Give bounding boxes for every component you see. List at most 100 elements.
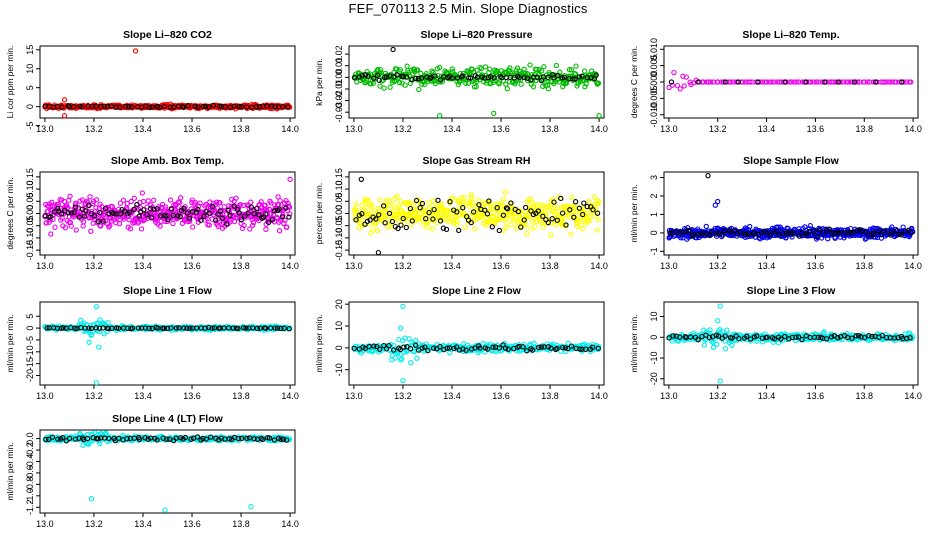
points-sampleflow	[666, 173, 916, 242]
data-point	[163, 213, 169, 219]
plot-frame	[348, 301, 605, 386]
data-point	[407, 205, 414, 212]
panel-title-line1: Slope Line 1 Flow	[123, 285, 213, 297]
y-tick-label: -0.010	[649, 102, 659, 128]
data-point	[384, 197, 390, 204]
data-point	[251, 436, 257, 442]
data-point	[168, 325, 174, 331]
data-point	[733, 79, 740, 85]
data-point	[695, 79, 701, 85]
data-point	[893, 79, 899, 85]
data-point	[811, 79, 817, 85]
data-point	[66, 435, 73, 442]
y-tick-label: 5	[25, 314, 35, 319]
data-point	[591, 194, 598, 200]
data-point	[802, 224, 808, 230]
x-tick-label: 14.0	[281, 124, 299, 134]
data-point	[235, 325, 241, 332]
data-point	[687, 334, 694, 340]
data-point	[472, 226, 478, 232]
data-point	[405, 67, 411, 74]
data-point	[764, 334, 770, 341]
data-point	[535, 208, 541, 214]
panel-title-boxtemp: Slope Amb. Box Temp.	[111, 155, 224, 167]
data-point	[778, 336, 784, 342]
data-point	[184, 325, 190, 331]
data-point	[231, 103, 237, 109]
data-point	[206, 104, 212, 110]
data-point	[504, 206, 511, 212]
x-tick-label: 13.6	[807, 261, 825, 271]
data-point	[226, 436, 232, 442]
data-point	[266, 435, 273, 441]
y-tick-label: 15	[25, 45, 35, 55]
data-point	[491, 110, 497, 117]
data-point	[710, 339, 716, 345]
data-point	[747, 223, 753, 230]
data-point	[59, 104, 65, 110]
data-point	[552, 211, 558, 218]
data-point	[528, 77, 534, 83]
data-point	[595, 80, 602, 86]
data-point	[161, 213, 167, 219]
data-point	[491, 75, 497, 81]
x-tick-label: 13.4	[134, 519, 152, 529]
data-point	[695, 337, 701, 343]
data-point	[415, 76, 422, 82]
data-point	[275, 435, 282, 441]
data-point	[743, 231, 749, 238]
data-point	[144, 211, 150, 218]
data-point	[251, 211, 257, 217]
data-point	[849, 335, 855, 341]
x-tick-label: 14.0	[904, 391, 922, 401]
data-point	[413, 210, 419, 216]
y-tick-label: 0.02	[334, 45, 344, 63]
data-point	[202, 325, 208, 331]
data-point	[359, 211, 365, 217]
data-point	[437, 344, 443, 350]
x-tick-label: 13.4	[443, 124, 461, 134]
data-point	[287, 176, 293, 182]
data-point	[400, 215, 406, 222]
data-point	[158, 218, 164, 224]
data-point	[435, 72, 441, 79]
y-axis-label: ml/min per min.	[629, 184, 639, 242]
data-point	[135, 325, 142, 331]
data-point	[198, 217, 204, 223]
data-point	[467, 199, 473, 205]
data-point	[898, 232, 904, 238]
data-point	[269, 103, 275, 110]
data-point	[794, 79, 800, 85]
data-point	[706, 232, 712, 239]
data-point	[496, 81, 502, 87]
data-point	[240, 325, 247, 331]
y-tick-label: 0.0	[25, 432, 35, 445]
data-point	[404, 74, 410, 80]
data-point	[545, 86, 551, 92]
data-point	[100, 218, 106, 224]
data-point	[389, 352, 395, 359]
data-point	[437, 113, 443, 119]
data-point	[396, 79, 403, 86]
data-point	[419, 345, 425, 351]
data-point	[435, 210, 441, 216]
data-point	[500, 212, 507, 218]
data-point	[83, 208, 89, 214]
data-point	[181, 205, 187, 212]
data-point	[263, 226, 269, 233]
data-point	[432, 73, 438, 79]
data-point	[744, 333, 750, 340]
data-point	[719, 329, 726, 335]
data-point	[60, 435, 66, 441]
data-point	[86, 202, 92, 208]
data-point	[281, 220, 287, 227]
data-point	[821, 329, 827, 335]
data-point	[796, 233, 802, 239]
data-point	[97, 209, 103, 216]
data-point	[413, 342, 419, 348]
data-point	[854, 79, 861, 85]
data-point	[669, 338, 675, 344]
data-point	[714, 341, 720, 347]
